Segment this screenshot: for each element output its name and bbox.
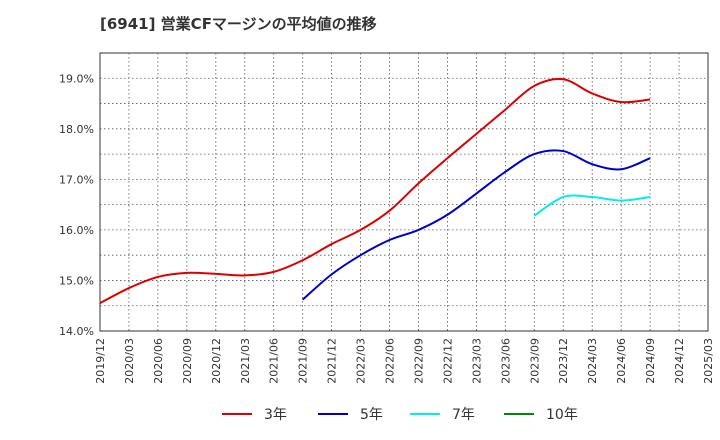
x-tick-label: 2021/09 (297, 338, 310, 384)
x-tick-label: 2022/12 (441, 338, 454, 384)
x-tick-label: 2021/12 (326, 338, 339, 384)
x-tick-label: 2024/06 (615, 338, 628, 384)
x-tick-label: 2024/09 (644, 338, 657, 384)
legend-label: 7年 (452, 407, 475, 423)
y-tick-label: 14.0% (59, 325, 94, 338)
x-tick-label: 2022/06 (384, 338, 397, 384)
x-tick-label: 2021/03 (239, 338, 252, 384)
series-line-2 (302, 149, 651, 301)
y-tick-label: 18.0% (59, 123, 94, 136)
x-tick-label: 2022/09 (412, 338, 425, 384)
y-tick-label: 16.0% (59, 224, 94, 237)
x-tick-label: 2019/12 (94, 338, 107, 384)
x-tick-label: 2023/06 (499, 338, 512, 384)
x-tick-label: 2022/03 (355, 338, 368, 384)
x-tick-label: 2020/09 (181, 338, 194, 384)
legend-label: 10年 (546, 407, 578, 423)
x-tick-label: 2023/03 (470, 338, 483, 384)
y-tick-label: 17.0% (59, 173, 94, 186)
x-tick-label: 2021/06 (268, 338, 281, 384)
x-tick-label: 2020/12 (210, 338, 223, 384)
legend-label: 5年 (360, 407, 383, 423)
x-tick-label: 2023/09 (528, 338, 541, 384)
legend-label: 3年 (264, 407, 287, 423)
x-tick-label: 2024/03 (586, 338, 599, 384)
y-tick-label: 15.0% (59, 274, 94, 287)
series-line-3 (533, 194, 651, 217)
series-line-1 (99, 77, 651, 305)
x-tick-label: 2024/12 (673, 338, 686, 384)
x-tick-label: 2020/06 (152, 338, 165, 384)
x-tick-label: 2023/12 (557, 338, 570, 384)
x-tick-label: 2020/03 (123, 338, 136, 384)
x-tick-label: 2025/03 (702, 338, 715, 384)
plot-area (99, 52, 709, 332)
y-tick-label: 19.0% (59, 72, 94, 85)
chart-title: [6941] 営業CFマージンの平均値の推移 (100, 15, 377, 33)
